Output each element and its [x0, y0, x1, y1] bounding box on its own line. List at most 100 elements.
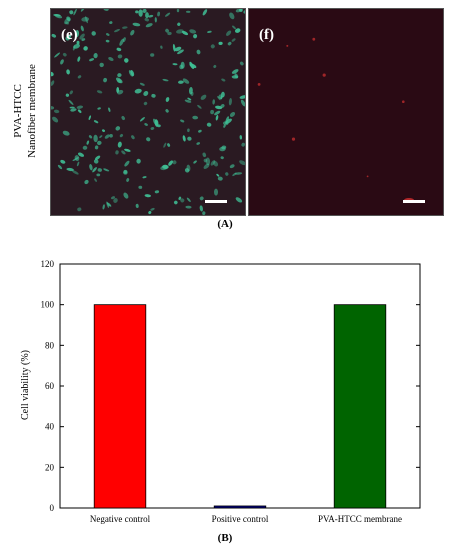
cell — [213, 64, 217, 69]
figure-label-b: (B) — [217, 532, 233, 544]
cell — [180, 61, 185, 69]
y-tick-label: 40 — [45, 422, 55, 432]
cell — [115, 150, 119, 155]
cell — [84, 16, 89, 24]
cell — [80, 9, 85, 12]
cell — [126, 178, 130, 182]
cell — [202, 152, 207, 158]
cell — [102, 204, 105, 210]
cell — [187, 97, 192, 101]
cell — [234, 172, 243, 175]
cell — [86, 140, 90, 145]
cell — [146, 137, 151, 142]
cell — [66, 69, 70, 75]
cell — [227, 41, 232, 46]
cell — [145, 12, 149, 19]
cell — [51, 71, 54, 77]
cell — [119, 133, 124, 138]
cell — [162, 164, 169, 170]
cell — [121, 150, 126, 155]
y-axis-ticks: 0 20 40 60 80 100 120 — [41, 259, 420, 513]
cell — [223, 124, 226, 128]
cell — [154, 119, 159, 127]
cell — [53, 109, 60, 114]
cell — [99, 135, 103, 139]
cell — [91, 31, 96, 36]
bar — [93, 304, 147, 509]
cell — [217, 96, 221, 101]
cell — [117, 73, 122, 78]
cell — [66, 167, 74, 172]
cell — [130, 29, 135, 36]
cell — [93, 53, 98, 59]
cell — [51, 106, 55, 110]
cell — [200, 94, 207, 100]
cell — [225, 172, 229, 176]
cell — [197, 104, 202, 109]
cell — [160, 45, 163, 49]
micrograph-panel-e: (e) — [50, 8, 246, 216]
cell — [97, 107, 101, 110]
cell — [117, 54, 123, 59]
cell — [229, 164, 235, 169]
cell — [148, 210, 152, 215]
cell — [239, 160, 245, 166]
cell — [142, 176, 147, 179]
cell — [198, 129, 202, 133]
y-tick-label: 60 — [45, 381, 55, 391]
cell — [77, 207, 82, 212]
cell — [114, 28, 120, 33]
cell — [220, 156, 224, 160]
cell — [113, 198, 118, 203]
cell — [89, 164, 93, 171]
panel-label-f: (f) — [259, 27, 274, 43]
cell — [177, 22, 181, 26]
cell — [144, 194, 151, 198]
cell — [73, 43, 80, 49]
cell — [210, 109, 215, 115]
x-category-label: PVA-HTCC membrane — [318, 514, 402, 524]
cell — [93, 159, 99, 164]
cell — [180, 198, 185, 203]
cell — [103, 77, 108, 83]
cell — [172, 43, 176, 52]
cell — [231, 38, 236, 42]
x-category-label: Negative control — [90, 514, 151, 524]
cell — [234, 28, 241, 33]
cell — [187, 136, 192, 141]
cell — [135, 203, 139, 208]
cell — [312, 37, 316, 41]
cell — [88, 115, 91, 120]
cell — [180, 119, 185, 123]
cell — [235, 9, 241, 13]
cell — [218, 41, 223, 46]
cell — [167, 143, 171, 147]
cell — [108, 107, 111, 112]
cell — [192, 115, 199, 120]
cell — [81, 38, 86, 42]
cell — [80, 25, 84, 32]
cell — [77, 75, 82, 79]
cell — [199, 196, 204, 201]
cell — [135, 10, 139, 14]
cell — [165, 12, 171, 17]
cell — [202, 211, 206, 215]
cell — [212, 99, 216, 105]
cell — [83, 46, 88, 51]
cell — [213, 160, 219, 167]
cell — [190, 91, 194, 96]
scale-bar — [403, 200, 425, 203]
cell — [64, 17, 71, 25]
cell — [143, 91, 149, 96]
cell — [165, 97, 170, 102]
cell — [199, 205, 203, 212]
cell — [174, 200, 178, 205]
cell — [77, 56, 81, 62]
cell — [186, 10, 191, 13]
cell — [231, 75, 239, 79]
cell — [144, 17, 150, 22]
cell — [97, 168, 102, 172]
cell — [154, 190, 160, 194]
cell — [402, 100, 405, 103]
cell — [174, 46, 182, 52]
